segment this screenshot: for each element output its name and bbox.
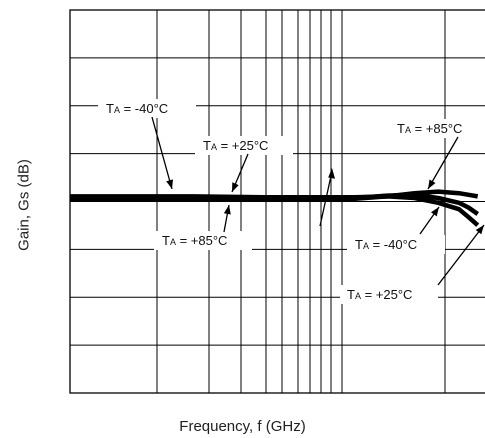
center-arrow-head bbox=[328, 168, 335, 179]
x-axis-label: Frequency, f (GHz) bbox=[179, 418, 306, 435]
annotation-arrowhead-2 bbox=[223, 205, 231, 215]
annotation-bg-3 bbox=[390, 119, 485, 138]
annotation-arrowhead-1 bbox=[232, 182, 239, 192]
annotations: TA = -40°C TA = +25°C TA = +85°C TA = +85°C… bbox=[98, 99, 485, 304]
annotation-label-2: TA = +85°C bbox=[162, 233, 227, 248]
annotation-bg-1 bbox=[195, 136, 293, 155]
plot-frame bbox=[69, 9, 485, 394]
annotation-label-0: TA = -40°C bbox=[106, 101, 168, 116]
curves bbox=[70, 189, 480, 227]
annotation-arrowhead-3 bbox=[428, 179, 436, 189]
annotation-label-1: TA = +25°C bbox=[203, 138, 268, 153]
annotation-bg-5 bbox=[340, 285, 438, 304]
annotation-bg-2 bbox=[154, 231, 252, 250]
annotation-bg-0 bbox=[98, 99, 196, 118]
annotation-label-5: TA = +25°C bbox=[347, 287, 412, 302]
annotation-leader-5 bbox=[437, 224, 485, 286]
center-arrow-line bbox=[319, 175, 332, 227]
annotation-arrowhead-4 bbox=[431, 207, 439, 217]
annotation-leader-0 bbox=[151, 116, 173, 190]
annotation-label-4: TA = -40°C bbox=[355, 237, 417, 252]
annotation-bg-4 bbox=[347, 235, 445, 254]
annotation-leader-3 bbox=[427, 136, 459, 190]
annotation-label-3: TA = +85°C bbox=[397, 121, 462, 136]
series-line-2 bbox=[70, 189, 479, 202]
annotation-arrowhead-0 bbox=[166, 179, 173, 189]
annotation-arrowhead-5 bbox=[475, 225, 484, 235]
